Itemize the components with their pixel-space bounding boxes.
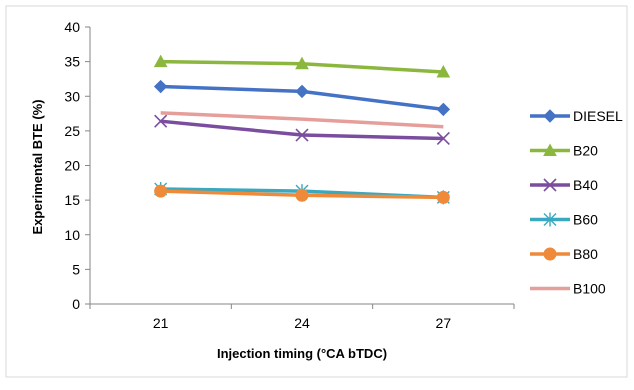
legend-marker-b80 [543,247,557,261]
data-point-b20 [436,64,451,78]
legend-item-b80: B80 [530,246,598,262]
legend-label-b80: B80 [573,246,598,262]
legend-marker-b40-stroke [543,178,557,192]
legend-marker-diesel [543,109,557,123]
legend-label-b60: B60 [573,212,598,228]
data-point-b80 [295,188,309,202]
y-tick-label: 40 [64,19,80,35]
y-tick-label: 25 [64,123,80,139]
data-point-b40-stroke [154,114,168,128]
data-point-diesel [295,84,309,99]
x-axis-label: Injection timing (°CA bTDC) [217,346,387,361]
y-tick-label: 0 [72,296,80,312]
series-line-b100 [160,111,444,129]
legend-label-b100: B100 [573,281,606,297]
series-b40 [154,114,450,146]
y-tick-label: 15 [64,192,80,208]
data-point-b80 [154,184,168,198]
legend-item-diesel: DIESEL [530,108,623,124]
data-point-b20 [295,56,309,70]
legend-item-b100: B100 [530,281,606,297]
legend-label-diesel: DIESEL [573,108,623,124]
series-b80 [154,184,450,204]
y-axis-label: Experimental BTE (%) [30,99,45,234]
axes: 0 5 10 15 20 25 30 35 40 21 24 27 [64,19,515,331]
series-lines [153,54,451,205]
data-point-b20 [153,54,168,68]
series-b100 [160,111,444,129]
data-point-diesel [436,102,451,117]
x-tick-label: 24 [294,315,310,331]
legend-marker-b20 [543,143,557,156]
series-diesel [153,79,451,117]
data-point-b40 [436,131,450,146]
series-b20 [153,54,451,78]
y-tick-label: 20 [64,158,80,174]
data-point-b40-stroke [436,131,450,146]
x-tick-label: 21 [153,315,169,331]
legend: DIESEL B20 B40 B60 B80 B100 [530,108,623,297]
legend-marker-b40 [543,178,557,192]
legend-item-b40: B40 [530,177,598,193]
y-tick-label: 30 [64,88,80,104]
y-tick-label: 35 [64,54,80,70]
legend-label-b20: B20 [573,143,598,159]
data-point-b40 [295,128,309,142]
legend-item-b60: B60 [530,212,598,228]
legend-label-b40: B40 [573,177,598,193]
y-tick-label: 5 [72,261,80,277]
y-tick-label: 10 [64,227,80,243]
data-point-b40-stroke [295,128,309,142]
data-point-b40 [154,114,168,128]
legend-marker-b60 [543,212,557,227]
legend-item-b20: B20 [530,143,598,159]
data-point-b80 [436,190,450,204]
data-point-diesel [153,79,168,94]
x-tick-label: 27 [436,315,452,331]
